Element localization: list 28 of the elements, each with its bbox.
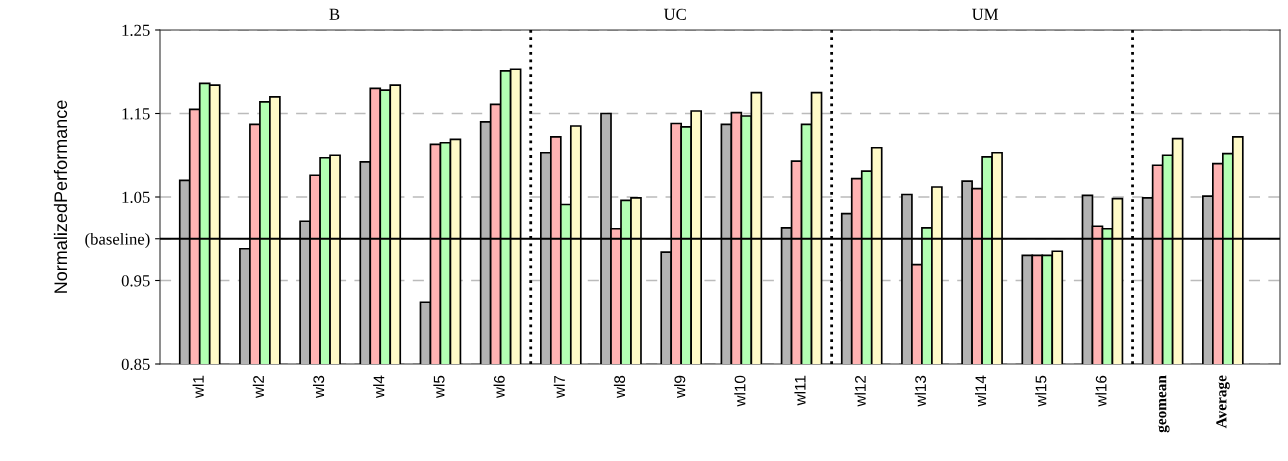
y-tick-label: 0.85 <box>121 358 150 371</box>
x-tick-label: wl15 <box>1035 375 1047 407</box>
y-tick-label: 1.15 <box>122 108 150 120</box>
x-tick-label: wl2 <box>252 375 264 399</box>
text: UM <box>972 8 999 20</box>
x-tick-label: wl7 <box>553 375 565 399</box>
x-tick-label: wl11 <box>794 375 806 406</box>
y-tick-label: 1.05 <box>122 191 150 204</box>
text: B <box>329 8 340 20</box>
x-tick-label: wl8 <box>613 375 626 399</box>
x-tick-label: wl1 <box>192 375 204 399</box>
x-tick-label: wl14 <box>974 375 987 407</box>
x-tick-label: wl5 <box>433 375 445 399</box>
x-tick-label: Average <box>1216 375 1230 429</box>
y-tick-label: (baseline) <box>85 232 150 249</box>
x-tick-label: wl16 <box>1095 375 1107 407</box>
x-tick-label: wl6 <box>493 375 505 399</box>
x-tick-label: wl9 <box>674 375 686 399</box>
x-tick-label: wl4 <box>373 375 385 399</box>
x-tick-label: geomean <box>1158 375 1170 433</box>
y-axis-title: NormalizedPerformance <box>53 100 68 293</box>
x-tick-label: wl3 <box>312 375 325 399</box>
x-tick-label: wl10 <box>734 375 746 407</box>
x-tick-label: wl13 <box>914 375 927 407</box>
text: UC <box>663 8 686 20</box>
y-tick-label: 0.95 <box>121 275 150 287</box>
x-tick-label: wl12 <box>854 375 866 407</box>
y-tick-label: 1.25 <box>122 24 150 37</box>
